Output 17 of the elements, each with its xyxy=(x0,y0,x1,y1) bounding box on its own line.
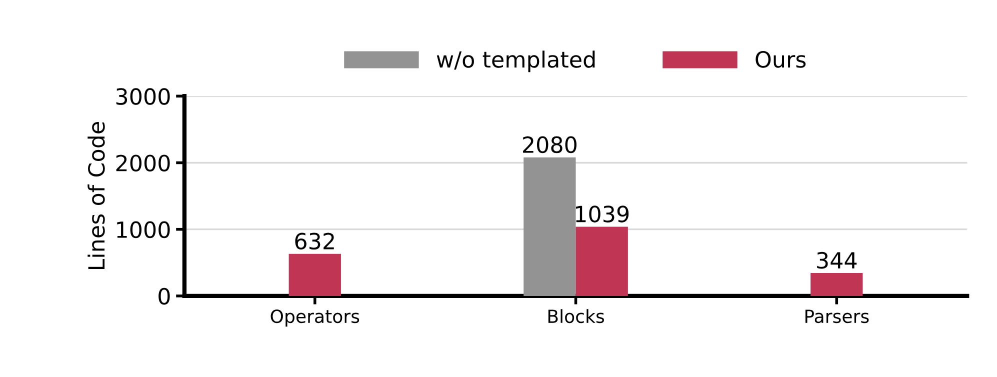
y-tick-label: 0 xyxy=(158,288,170,305)
legend-label: w/o templated xyxy=(436,50,595,72)
bar xyxy=(288,254,341,296)
data-label: 344 xyxy=(817,252,857,269)
data-label: 1039 xyxy=(576,206,629,222)
x-tick-label: Operators xyxy=(270,309,360,327)
bar xyxy=(524,157,576,296)
bar xyxy=(810,273,863,296)
y-tick-label: 3000 xyxy=(116,88,170,105)
x-tick-label: Blocks xyxy=(548,309,604,324)
data-label: 632 xyxy=(295,232,334,250)
y-tick-label: 2000 xyxy=(116,154,170,172)
legend-label: Ours xyxy=(756,51,806,68)
y-axis-title: Lines of Code xyxy=(88,122,105,270)
data-label: 2080 xyxy=(523,136,576,154)
x-tick-label: Parsers xyxy=(805,310,869,324)
y-tick-label: 1000 xyxy=(117,221,170,238)
